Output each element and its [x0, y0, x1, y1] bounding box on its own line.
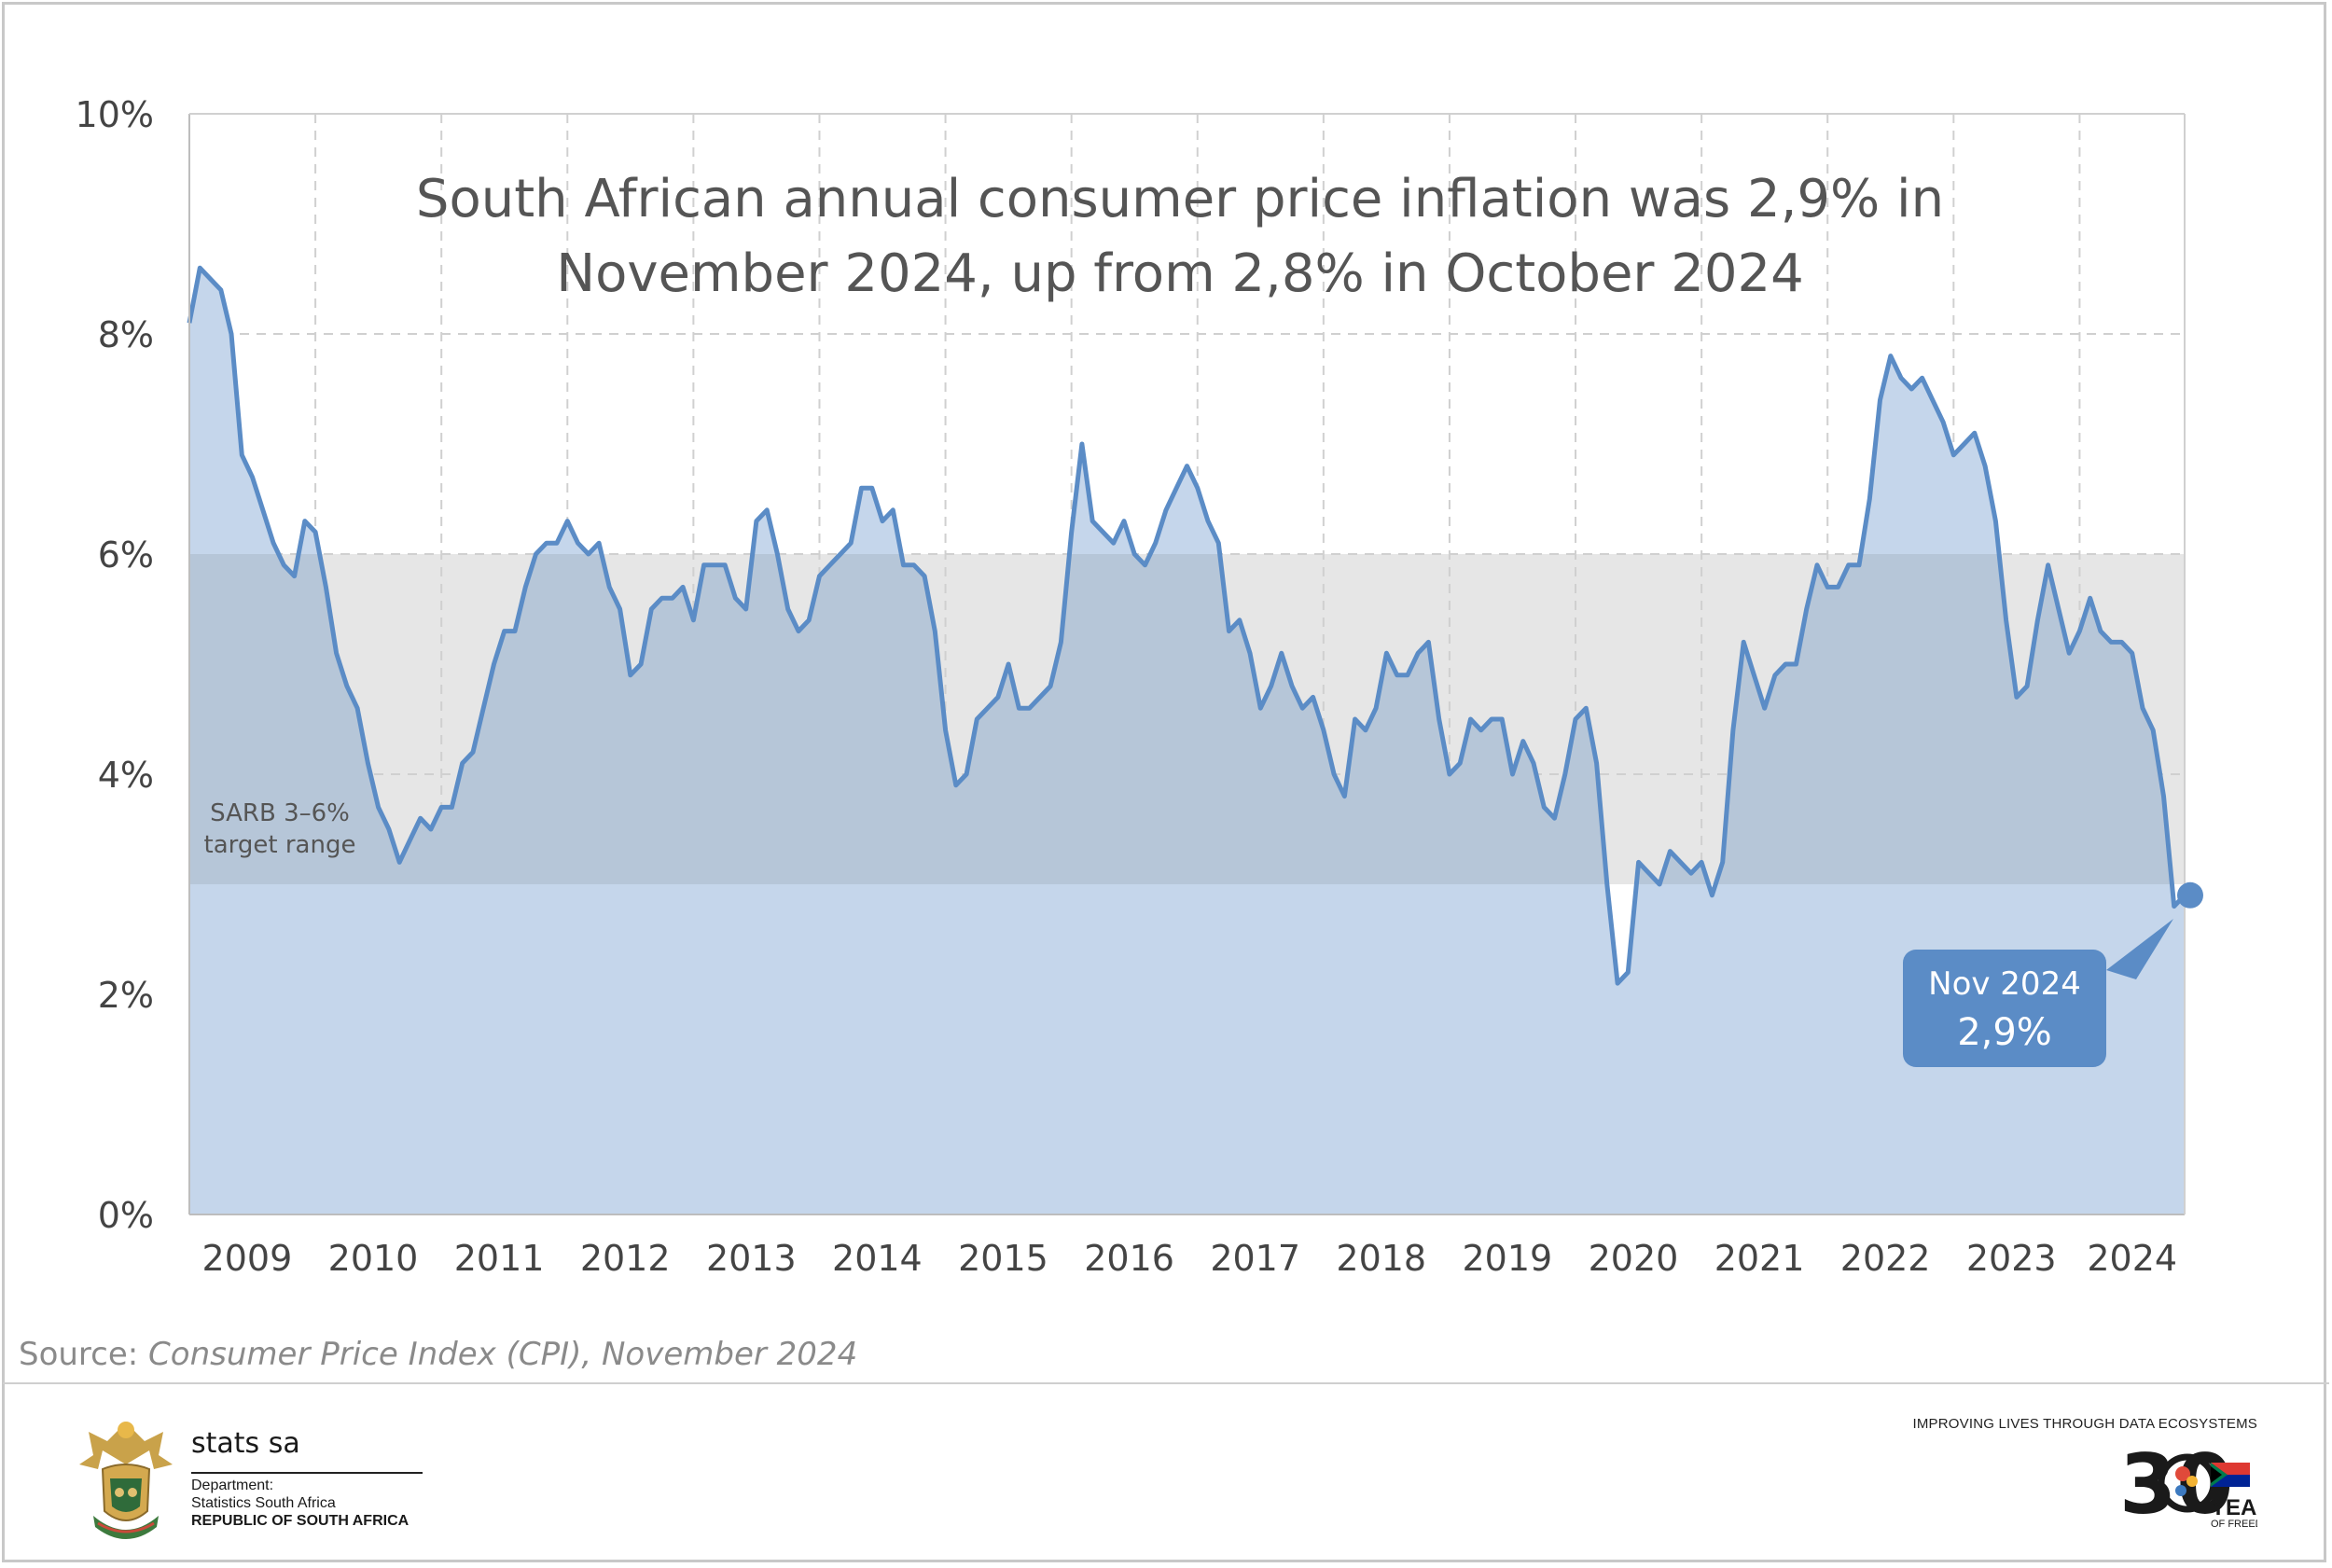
org-name-underline: [191, 1472, 423, 1474]
cpi-series-line: [187, 265, 2186, 986]
x-tick-label: 2011: [454, 1238, 545, 1279]
footer-divider: [3, 1382, 2329, 1384]
chart-title-line: South African annual consumer price infl…: [416, 169, 1944, 229]
org-name: stats sa: [191, 1427, 300, 1460]
dept-line-3: REPUBLIC OF SOUTH AFRICA: [191, 1513, 409, 1529]
y-tick-label: 10%: [76, 94, 154, 135]
latest-point-marker: [2177, 881, 2203, 909]
y-tick-label: 6%: [98, 534, 154, 576]
badge-word: YEARS: [2211, 1495, 2257, 1520]
target-band-label: SARB 3–6%: [210, 799, 350, 827]
dept-line-1: Department:: [191, 1478, 274, 1493]
x-tick-label: 2017: [1210, 1238, 1300, 1279]
y-tick-label: 8%: [98, 314, 154, 355]
chart-title-line: November 2024, up from 2,8% in October 2…: [556, 243, 1804, 304]
x-tick-label: 2016: [1084, 1238, 1174, 1279]
x-tick-label: 2015: [958, 1238, 1048, 1279]
callout-label: Nov 2024: [1928, 965, 2081, 1003]
x-tick-label: 2009: [202, 1238, 293, 1279]
x-tick-label: 2018: [1336, 1238, 1426, 1279]
y-tick-label: 0%: [98, 1195, 154, 1236]
x-tick-label: 2013: [706, 1238, 797, 1279]
axes-layer: [188, 113, 2186, 1215]
callout-pointer: [2106, 919, 2173, 979]
callout-layer: Nov 2024 2,9%: [1903, 881, 2203, 1067]
inflation-chart: 0% 2% 4% 6% 8% 10% 2009 2010 2011 2012 2013 2014 201…: [76, 94, 2203, 1279]
x-tick-label: 2012: [580, 1238, 671, 1279]
tagline: IMPROVING LIVES THROUGH DATA ECOSYSTEMS: [1912, 1416, 2257, 1432]
labels-layer: 0% 2% 4% 6% 8% 10% 2009 2010 2011 2012 2013 2014 201…: [76, 94, 2178, 1279]
x-tick-label: 2014: [832, 1238, 923, 1279]
coat-of-arms-logo: [79, 1422, 173, 1539]
source-prefix: Source:: [19, 1336, 149, 1373]
x-tick-label: 2023: [1966, 1238, 2057, 1279]
x-tick-label: 2022: [1840, 1238, 1931, 1279]
x-tick-label: 2010: [328, 1238, 419, 1279]
x-tick-label: 2021: [1714, 1238, 1805, 1279]
line-layer: [187, 265, 2186, 986]
dept-line-2: Statistics South Africa: [191, 1495, 336, 1511]
y-tick-label: 2%: [98, 975, 154, 1016]
badge-sub: OF FREEDOM: [2211, 1519, 2257, 1530]
source-text: Consumer Price Index (CPI), November 202…: [148, 1336, 858, 1373]
source-note: Source: Consumer Price Index (CPI), Nove…: [19, 1336, 857, 1373]
x-tick-label: 2024: [2087, 1238, 2177, 1279]
x-tick-label: 2020: [1589, 1238, 1679, 1279]
y-tick-label: 4%: [98, 755, 154, 796]
x-tick-label: 2019: [1463, 1238, 1553, 1279]
thirty-years-logo: 30 YEARS OF FREEDOM: [2119, 1436, 2257, 1533]
callout-box: [1903, 950, 2106, 1067]
callout-value: 2,9%: [1957, 1011, 2052, 1054]
target-band-label: target range: [204, 831, 356, 859]
